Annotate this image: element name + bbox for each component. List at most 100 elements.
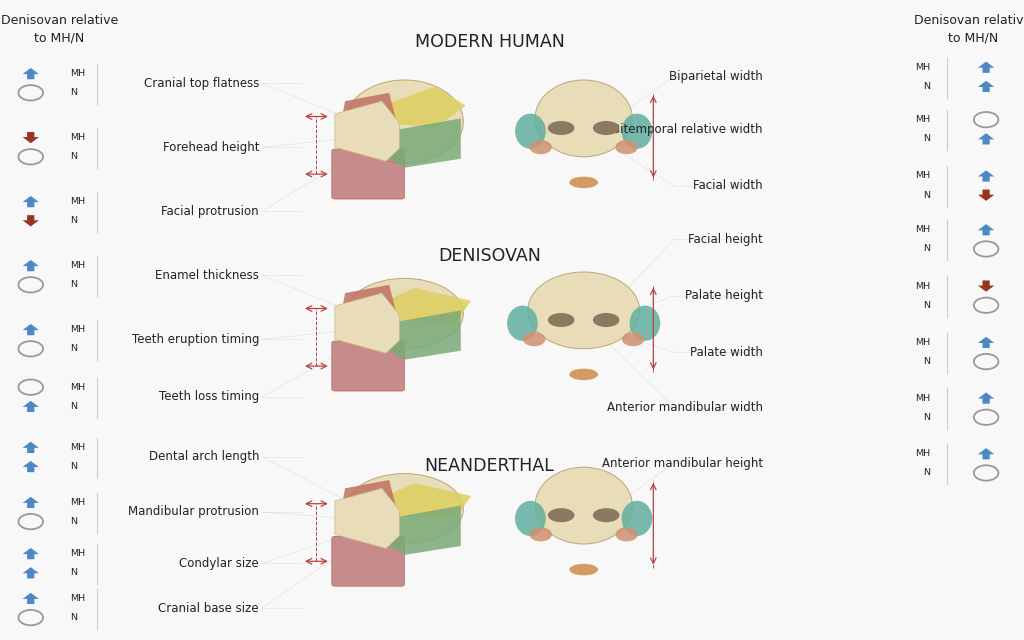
Polygon shape [978,337,994,348]
FancyBboxPatch shape [332,341,404,391]
Ellipse shape [345,474,463,544]
Text: MH: MH [70,594,85,603]
Text: Palate height: Palate height [685,289,763,302]
Text: MH: MH [70,549,85,558]
Text: N: N [923,357,930,366]
Text: N: N [923,82,930,91]
Text: Enamel thickness: Enamel thickness [156,269,259,282]
Ellipse shape [593,121,620,135]
Polygon shape [23,68,39,79]
Polygon shape [335,488,399,548]
Ellipse shape [529,140,552,154]
Polygon shape [978,224,994,236]
Text: N: N [923,413,930,422]
Text: MH: MH [70,69,85,78]
Polygon shape [341,93,396,134]
Text: MH: MH [914,394,930,403]
Polygon shape [335,101,399,161]
Text: NEANDERTHAL: NEANDERTHAL [425,457,554,475]
Text: N: N [923,301,930,310]
Polygon shape [978,392,994,404]
Text: Denisovan relative
to MH/N: Denisovan relative to MH/N [914,14,1024,44]
Ellipse shape [548,313,574,327]
Ellipse shape [569,177,598,188]
Text: N: N [70,613,77,622]
Text: Facial protrusion: Facial protrusion [162,205,259,218]
Text: Palate width: Palate width [690,346,763,358]
Text: MH: MH [914,115,930,124]
Text: MH: MH [70,261,85,270]
Text: N: N [70,568,77,577]
Polygon shape [23,132,39,143]
Polygon shape [341,285,396,326]
Polygon shape [23,548,39,559]
Polygon shape [23,215,39,227]
Ellipse shape [529,527,552,541]
Text: N: N [923,468,930,477]
Ellipse shape [622,332,644,346]
Polygon shape [23,567,39,579]
Polygon shape [374,86,466,128]
FancyBboxPatch shape [332,536,404,586]
Text: Forehead height: Forehead height [163,141,259,154]
Text: MH: MH [914,449,930,458]
Ellipse shape [527,272,640,349]
Ellipse shape [593,313,620,327]
Text: Bitemporal relative width: Bitemporal relative width [612,123,763,136]
Text: MODERN HUMAN: MODERN HUMAN [415,33,564,51]
Text: Denisovan relative
to MH/N: Denisovan relative to MH/N [1,14,118,44]
Text: MH: MH [914,225,930,234]
Text: DENISOVAN: DENISOVAN [438,247,541,265]
FancyBboxPatch shape [332,149,404,199]
Ellipse shape [622,114,652,148]
Text: MH: MH [70,133,85,142]
Ellipse shape [630,305,660,340]
Text: N: N [70,517,77,526]
Ellipse shape [548,508,574,522]
Text: N: N [70,88,77,97]
Text: Cranial top flatness: Cranial top flatness [143,77,259,90]
Polygon shape [978,170,994,182]
Polygon shape [374,310,461,360]
Ellipse shape [523,332,546,346]
Text: Cranial base size: Cranial base size [159,602,259,614]
Polygon shape [23,324,39,335]
Text: MH: MH [70,383,85,392]
Text: MH: MH [70,443,85,452]
Ellipse shape [569,564,598,575]
Text: MH: MH [70,498,85,507]
Text: Facial width: Facial width [693,179,763,192]
Polygon shape [23,593,39,604]
Text: N: N [923,191,930,200]
Ellipse shape [548,121,574,135]
Text: N: N [70,280,77,289]
Polygon shape [341,480,396,522]
Text: N: N [923,134,930,143]
Ellipse shape [615,140,638,154]
Text: Mandibular protrusion: Mandibular protrusion [128,506,259,518]
Text: MH: MH [914,172,930,180]
Text: N: N [70,216,77,225]
Ellipse shape [345,80,463,163]
Ellipse shape [515,114,546,148]
Text: N: N [923,244,930,253]
Ellipse shape [515,500,546,536]
Polygon shape [23,401,39,412]
Ellipse shape [622,500,652,536]
Polygon shape [978,81,994,92]
Text: Condylar size: Condylar size [179,557,259,570]
Polygon shape [23,497,39,508]
Text: MH: MH [914,63,930,72]
Ellipse shape [345,278,463,349]
Polygon shape [374,118,461,168]
Text: Anterior mandibular width: Anterior mandibular width [607,401,763,414]
Polygon shape [23,260,39,271]
Polygon shape [23,196,39,207]
Text: MH: MH [914,282,930,291]
Text: N: N [70,344,77,353]
Text: Facial height: Facial height [688,233,763,246]
Text: Anterior mandibular height: Anterior mandibular height [602,457,763,470]
Ellipse shape [615,527,638,541]
Text: N: N [70,152,77,161]
Polygon shape [978,133,994,145]
